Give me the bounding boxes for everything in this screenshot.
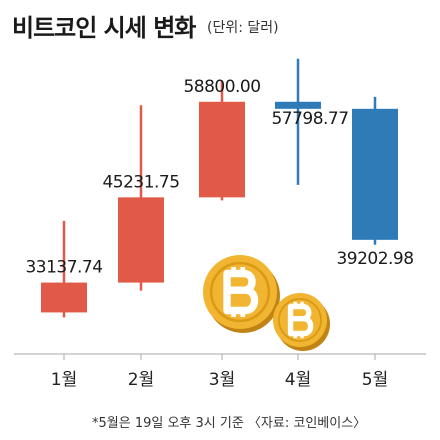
candle-body — [275, 101, 321, 109]
candle-body — [352, 108, 398, 240]
bitcoin-icon — [287, 301, 314, 339]
candles — [41, 58, 398, 318]
candle-body — [118, 197, 164, 283]
value-label: 33137.74 — [25, 258, 102, 278]
x-tick-label: 5월 — [362, 370, 388, 390]
unit-label: (단위: 달러) — [207, 20, 279, 36]
x-tick-label: 3월 — [209, 370, 235, 390]
value-label: 45231.75 — [102, 172, 179, 192]
candle-3 — [199, 80, 245, 201]
candle-5 — [352, 96, 398, 245]
candle-4 — [275, 58, 321, 185]
bitcoin-coin-small — [273, 293, 330, 351]
candle-2 — [118, 105, 164, 291]
bitcoin-coins-illustration — [203, 255, 330, 351]
candle-body — [41, 282, 87, 313]
x-tick-label: 2월 — [128, 370, 154, 390]
x-tick-label: 1월 — [51, 370, 77, 390]
footnote: *5월은 19일 오후 3시 기준 〈자료: 코인베이스〉 — [92, 416, 367, 431]
x-tick-label: 4월 — [285, 370, 311, 390]
candle-body — [199, 101, 245, 198]
x-axis-ticks — [63, 354, 376, 360]
chart-title: 비트코인 시세 변화 — [12, 14, 196, 42]
candle-1 — [41, 220, 87, 318]
bitcoin-coin-large — [203, 255, 280, 333]
value-labels: 33137.74 45231.75 58800.00 57798.77 39202.98 — [25, 77, 414, 278]
value-label: 57798.77 — [271, 109, 348, 129]
x-axis-labels: 1월 2월 3월 4월 5월 — [51, 370, 388, 390]
value-label: 39202.98 — [336, 249, 413, 269]
value-label: 58800.00 — [183, 77, 260, 97]
bitcoin-icon — [223, 267, 259, 317]
